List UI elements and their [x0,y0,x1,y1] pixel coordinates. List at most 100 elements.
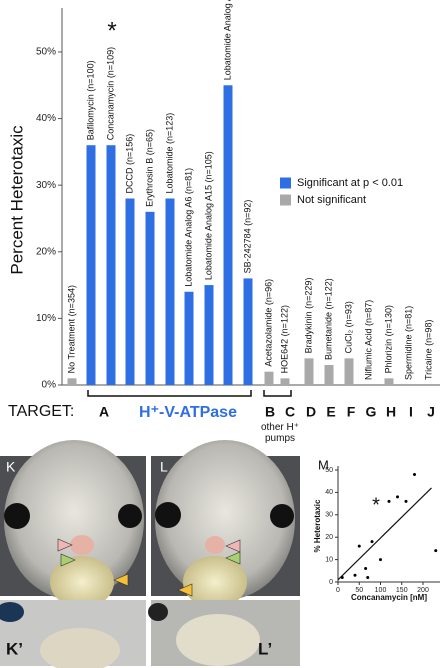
x-tick-label: 50 [355,587,363,594]
target-letter: B [265,404,275,420]
category-label: HOE642 (n=122) [279,305,289,373]
category-label: Concanamycin (n=109) [105,47,115,140]
point [370,540,374,544]
category-label: Tricaine (n=98) [423,320,433,380]
y-axis-label: Percent Heterotaxic [7,125,26,275]
legend-swatch [280,177,291,189]
point [379,558,382,562]
y-tick-label: 30 [325,512,333,519]
y-tick-label: 10 [325,556,333,563]
x-axis-label: Concanamycin [nM] [351,593,427,602]
target-letter: D [306,404,316,420]
point [434,549,438,553]
y-tick-label: 20% [36,246,56,257]
legend-label: Not significant [297,194,366,206]
target-letter: G [366,404,377,420]
category-label: No Treatment (n=354) [66,285,76,373]
target-letter: H [386,404,396,420]
target-letter: A [99,404,109,420]
bar [67,378,77,385]
bar [184,291,194,385]
category-label: Lobatomide Analog A15 (n=105) [203,151,213,280]
y-tick-label: 20 [325,534,333,541]
target-label: TARGET: [8,403,74,420]
category-label: Bafilomycin (n=100) [85,60,95,140]
bar [344,358,354,385]
x-tick-label: 100 [375,587,387,594]
bar [264,371,274,385]
y-tick-label: 50 [325,467,333,474]
x-tick-label: 150 [396,587,408,594]
point [340,576,344,580]
point [366,576,370,580]
bar [165,198,175,385]
y-tick-label: 50% [36,47,56,58]
category-label: DCCD (n=156) [124,134,134,194]
bar [145,211,155,385]
trend-line [337,487,432,581]
bar [384,378,394,385]
bar [125,198,135,385]
y-tick-label: 30% [36,180,56,191]
target-note: other H⁺ pumps [261,422,299,444]
y-tick-label: 40 [325,489,333,496]
bar [223,85,233,386]
legend-label: Significant at p < 0.01 [297,177,403,189]
point [353,573,357,577]
bracket [87,390,252,397]
category-label: Erythrosin B (n=65) [144,129,154,207]
photo-k [0,440,146,608]
category-label: SB-242784 (n=92) [242,200,252,274]
category-label: Lobatomide Analog A16 (n=126) [222,0,232,80]
photo-l [151,440,300,608]
category-label: Spermidine (n=81) [403,306,413,380]
x-tick-label: 200 [417,587,429,594]
x-tick-label: 0 [336,587,340,594]
category-label: Lobatomide (n=123) [164,113,174,194]
panel-label: K’ [6,639,23,658]
category-label: CuCl₂ (n=93) [343,301,353,353]
target-letter: F [347,404,356,420]
category-label: Niflumic Acid (n=87) [363,300,373,380]
target-letter: I [409,404,413,420]
y-tick-label: 0 [329,579,333,586]
bar [280,378,290,385]
point [404,499,408,503]
bar [204,285,214,385]
target-letter: E [326,404,335,420]
bar [243,278,253,385]
panel-label: L [160,459,168,475]
target-letter: J [427,404,435,420]
category-label: Bumetanide (n=122) [323,278,333,360]
significance-marker: * [107,17,116,44]
point [364,567,368,571]
scatter-background [305,456,446,606]
y-tick-label: 10% [36,313,56,324]
y-axis-label: % Heterotaxic [313,499,322,552]
bar [106,145,116,385]
point [357,544,361,548]
point [413,472,416,476]
y-tick-label: 40% [36,113,56,124]
panel-label: L’ [258,639,272,658]
y-tick-label: 0% [42,380,57,391]
category-label: Bradykinin (n=229) [303,278,313,354]
bar [86,145,96,385]
photo-l-prime [148,600,300,666]
point [396,495,399,499]
bracket [263,390,292,397]
category-label: Lobatomide Analog A6 (n=81) [183,168,193,287]
category-label: Acetazolamide (n=96) [263,279,273,367]
panel-label: K [6,459,16,475]
target-letter: C [285,404,295,420]
bar [304,358,314,385]
photo-k-prime [0,600,146,668]
bar [324,365,334,385]
category-label: Phlorizin (n=130) [383,305,393,373]
annotation: * [372,494,380,516]
panel-label: M [318,457,329,472]
point [387,499,391,503]
legend-swatch [280,194,291,206]
target-name: H⁺-V-ATPase [139,404,237,421]
